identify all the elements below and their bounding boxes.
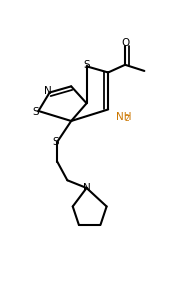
- Text: S: S: [52, 137, 59, 147]
- Text: N: N: [44, 86, 52, 96]
- Text: 2: 2: [125, 114, 129, 123]
- Text: N: N: [83, 183, 91, 193]
- Text: O: O: [121, 38, 129, 48]
- Text: S: S: [83, 60, 90, 70]
- Text: NH: NH: [116, 112, 131, 122]
- Text: S: S: [32, 107, 39, 117]
